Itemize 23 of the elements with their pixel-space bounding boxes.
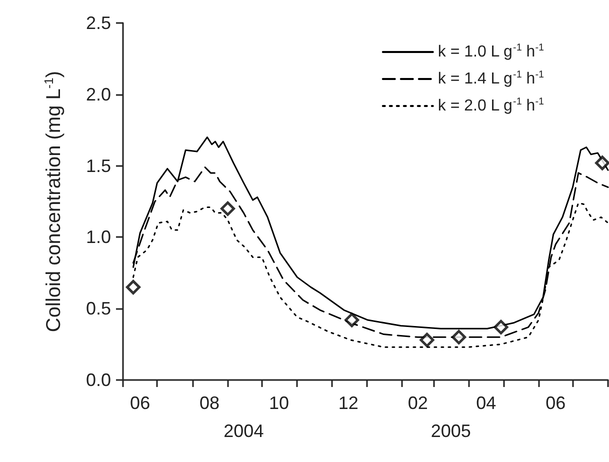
y-tick-label: 0.0 [86,370,111,390]
x-tick-label: 02 [408,393,428,413]
point [344,312,360,328]
point [420,332,434,348]
point [126,280,140,294]
x2-tick-label: 2005 [430,421,471,441]
x-tick-label: 04 [476,393,496,413]
point [595,156,609,170]
x-tick-label: 06 [130,393,150,413]
y-tick-label: 0.5 [86,298,111,319]
y-tick-label: 2.0 [86,84,111,104]
point [452,330,466,344]
y-tick-label: 1.5 [86,156,111,176]
point [220,201,235,216]
x-tick-label: 08 [200,393,220,413]
x-tick-label: 12 [338,393,358,413]
point [494,320,508,334]
x-tick-label: 06 [546,393,566,413]
y-tick-label: 2.5 [86,13,111,33]
y-tick-label: 1.0 [86,227,111,248]
y-axis-title: Colloid concentration (mg L-1) [42,70,65,332]
x2-tick-label: 2004 [224,421,264,441]
x-tick-label: 10 [268,393,289,413]
